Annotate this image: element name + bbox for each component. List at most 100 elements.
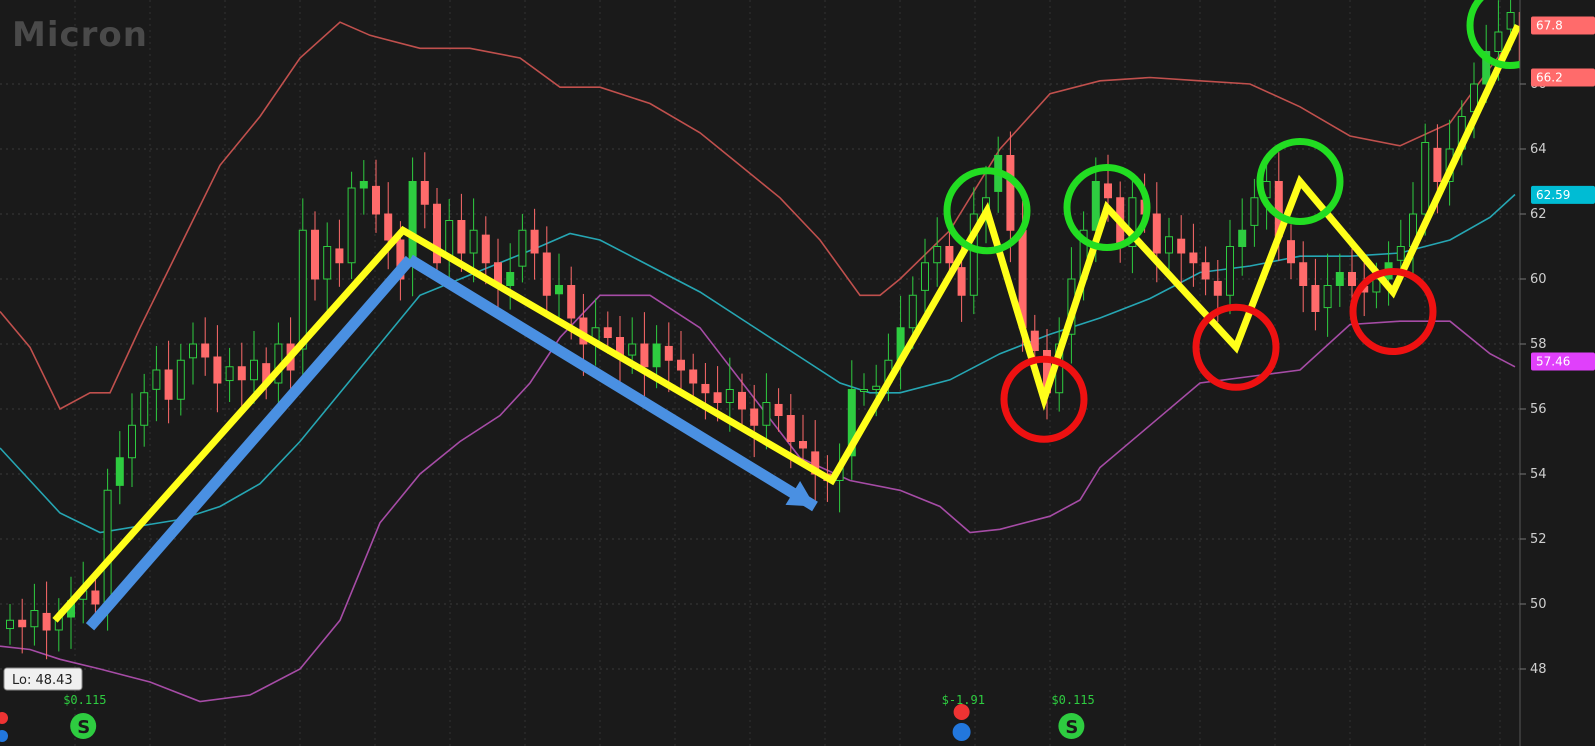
candle-body (738, 391, 746, 410)
candle-body (6, 619, 14, 630)
candle-body (1250, 197, 1259, 226)
grid (0, 0, 1520, 746)
candle-body (1323, 285, 1332, 309)
trend-arrow-line (407, 254, 818, 512)
candle-body (1128, 197, 1137, 247)
dollar-glyph: S (77, 717, 90, 738)
candle-body (18, 619, 27, 628)
candle-body (860, 389, 868, 392)
candle-body (311, 229, 319, 280)
candle-body (1287, 240, 1295, 264)
candle-body (603, 327, 612, 338)
trough-circle (1192, 303, 1280, 391)
y-tick-label: 54 (1530, 467, 1547, 482)
price-tag (1531, 352, 1595, 371)
candle-body (567, 285, 576, 319)
upper-band-line (0, 21, 1516, 411)
candle-body (91, 590, 100, 605)
candle-body (347, 187, 356, 264)
bollinger-bands (0, 21, 1516, 703)
candle-body (372, 185, 380, 215)
candle-body (152, 369, 161, 390)
y-axis-background (1520, 0, 1595, 746)
peak-circle (943, 167, 1031, 255)
candle-body (457, 220, 466, 254)
candle-body (213, 356, 222, 384)
candle-body (176, 359, 185, 400)
candle-body (1238, 229, 1247, 247)
bulb-icon (0, 730, 8, 742)
candle-body (1348, 272, 1356, 286)
candle-body (945, 246, 954, 264)
lo-label: Lo: 48.43 (12, 673, 73, 688)
candle-body (237, 366, 246, 381)
candle-body (1396, 246, 1405, 261)
events: $0.115 S $-1.91 $0.115 S (0, 693, 1095, 742)
candle-body (542, 252, 551, 296)
candle-body (359, 181, 368, 189)
candle-body (115, 457, 124, 486)
candle-body (677, 359, 685, 371)
price-tag (1531, 185, 1595, 204)
candle-body (640, 343, 649, 368)
y-tick-label: 64 (1530, 142, 1547, 157)
candle-body (323, 246, 332, 280)
candle-body (250, 359, 258, 381)
candle-body (433, 203, 441, 264)
candle-body (408, 181, 417, 265)
y-tick-label: 48 (1530, 662, 1547, 677)
candle-body (1226, 246, 1234, 296)
candle-body (164, 369, 173, 400)
candle-body (1213, 280, 1222, 296)
zigzag-line (52, 24, 1522, 623)
candle-body (628, 343, 637, 356)
price-tag (1531, 68, 1595, 87)
annotations (52, 0, 1554, 631)
candle-body (786, 415, 795, 442)
candle-body (298, 229, 307, 350)
event-label: $-1.91 (942, 693, 985, 707)
candle-body (30, 610, 39, 628)
earnings-icon (0, 712, 8, 724)
event-label: $0.115 (63, 693, 106, 707)
candle-body (1201, 262, 1210, 280)
y-tick-label: 58 (1530, 337, 1547, 352)
candle-body (1311, 285, 1320, 312)
candle-body (957, 267, 966, 296)
trough-circle (1000, 355, 1088, 443)
candle-body (506, 272, 515, 286)
candle-body (1299, 262, 1308, 286)
price-tag (1531, 16, 1595, 35)
candle-body (1506, 12, 1515, 30)
candle-body (1165, 236, 1173, 254)
candle-body (384, 213, 393, 241)
dollar-glyph: S (1065, 717, 1078, 738)
price-tags: 67.8 66.2 62.59 57.46 (1531, 16, 1595, 371)
candle-body (750, 408, 759, 426)
peak-circle (1256, 138, 1344, 225)
candle-body (481, 234, 490, 264)
candle-body (1091, 181, 1100, 231)
candle-body (1482, 51, 1491, 85)
dividend-icon (1058, 713, 1085, 739)
candle-body (1335, 272, 1344, 286)
trend-arrow-line (85, 255, 415, 631)
candle-body (189, 343, 197, 359)
candle-body (103, 489, 112, 605)
trend-arrow-head (785, 481, 815, 507)
candle-body (201, 343, 210, 358)
price-tag-label: 67.8 (1536, 19, 1563, 33)
bulb-icon (952, 723, 971, 741)
candle-body (847, 389, 856, 457)
lo-label-box: Lo: 48.43 (3, 667, 83, 691)
candle-body (652, 343, 661, 368)
earnings-icon (953, 704, 970, 720)
candle-body (1421, 142, 1430, 215)
candle-body (42, 612, 51, 631)
middle-band-line (0, 193, 1516, 534)
y-tick-label: 62 (1530, 207, 1547, 222)
logo-text: Micron (12, 15, 148, 55)
y-tick-label: 60 (1530, 272, 1547, 287)
candle-body (555, 285, 563, 295)
